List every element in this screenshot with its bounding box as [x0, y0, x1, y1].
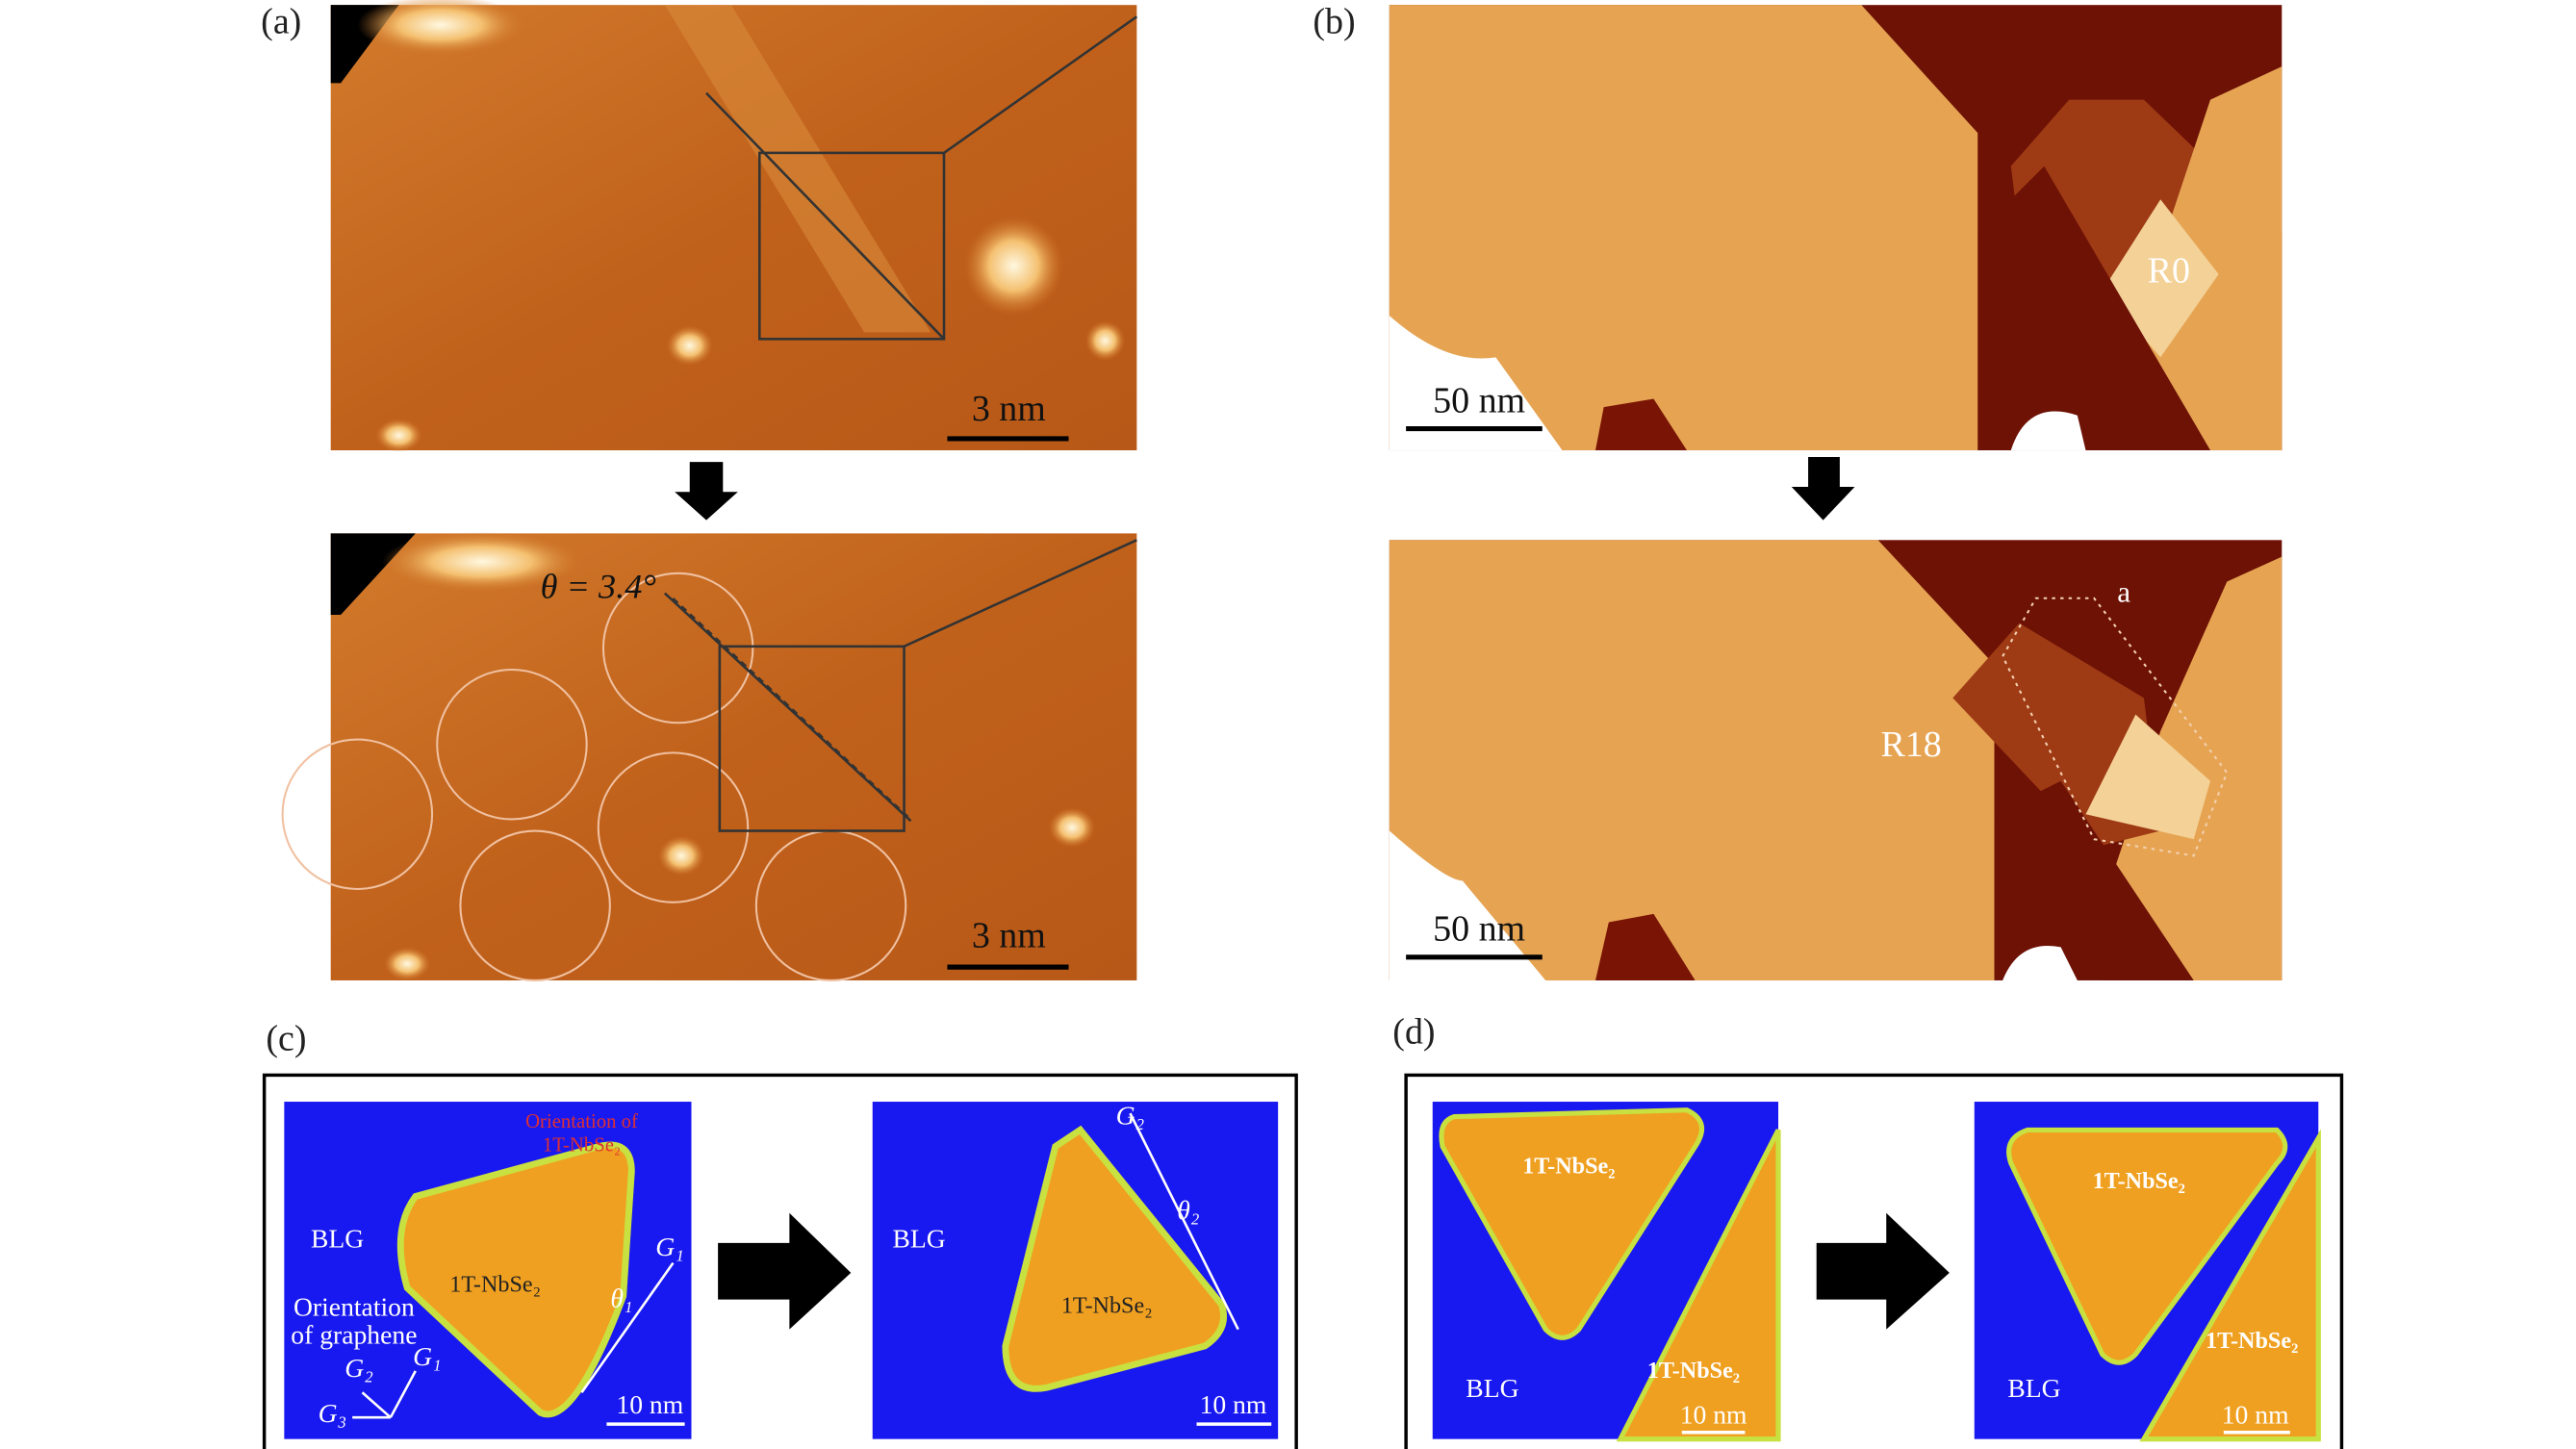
panel-label: (b): [1313, 2, 1355, 42]
substrate-label: BLG: [1466, 1373, 1518, 1403]
scale-bar-label: 3 nm: [972, 916, 1046, 956]
axis-label: G₁: [413, 1341, 442, 1371]
orientation-label: of graphene: [291, 1320, 417, 1350]
arrow: [675, 462, 738, 521]
angle-label: θ₂: [1177, 1195, 1199, 1225]
map-left: 1T-NbSe₂ 1T-NbSe₂ BLG 10 nm: [1432, 1102, 1781, 1442]
substrate-label: BLG: [311, 1223, 364, 1253]
map-left: BLG 1T-NbSe₂ Orientation of 1T-NbSe₂ Ori…: [284, 1102, 692, 1439]
region-label: R0: [2148, 251, 2190, 292]
orientation-label: Orientation: [293, 1291, 415, 1321]
orientation-label: 1T-NbSe₂: [543, 1134, 621, 1156]
scale-bar-label: 10 nm: [2222, 1400, 2289, 1430]
island-label: 1T-NbSe₂: [1061, 1293, 1153, 1319]
vector-label: G₂: [1116, 1101, 1145, 1131]
scale-bar-label: 10 nm: [1680, 1400, 1747, 1430]
afm-image-bottom: a R18 50 nm: [1389, 540, 2283, 980]
island-label: 1T-NbSe₂: [2206, 1328, 2298, 1354]
panel-label: (d): [1392, 1012, 1435, 1053]
island-label: 1T-NbSe₂: [449, 1271, 541, 1297]
island-label: 1T-NbSe₂: [2093, 1168, 2185, 1194]
map-right: BLG 1T-NbSe₂ G₂ θ₂ 10 nm: [872, 1101, 1279, 1439]
island-label: 1T-NbSe₂: [1522, 1154, 1615, 1180]
island-label: 1T-NbSe₂: [1647, 1358, 1740, 1384]
substrate-label: BLG: [892, 1223, 945, 1253]
scale-bar-label: 10 nm: [1200, 1389, 1267, 1419]
scale-bar-label: 50 nm: [1433, 909, 1525, 950]
panel-frame: [262, 1073, 1298, 1449]
arrow: [1791, 456, 1855, 521]
arrow: [718, 1212, 852, 1330]
stm-image-top: 3 nm: [330, 0, 1138, 452]
axis-label: G₂: [344, 1353, 373, 1383]
region-label: R18: [1880, 724, 1941, 765]
panel-label: (c): [266, 1019, 306, 1059]
axis-label: G₃: [319, 1398, 347, 1428]
vector-label: G₁: [655, 1232, 684, 1261]
afm-image-top: R0 50 nm: [1389, 5, 2283, 451]
orientation-label: Orientation of: [525, 1111, 638, 1132]
scale-bar-label: 3 nm: [972, 389, 1046, 429]
angle-label: θ₁: [610, 1284, 632, 1313]
panel-frame: [1404, 1073, 2344, 1449]
panel-label: (a): [261, 2, 301, 42]
marker-label: a: [2117, 574, 2130, 608]
angle-label: θ = 3.4°: [541, 567, 656, 605]
map-right: 1T-NbSe₂ 1T-NbSe₂ BLG 10 nm: [1974, 1102, 2321, 1442]
scale-bar-label: 50 nm: [1433, 380, 1525, 420]
scale-bar-label: 10 nm: [616, 1389, 683, 1419]
substrate-label: BLG: [2007, 1373, 2060, 1403]
stm-image-bottom: θ = 3.4° 3 nm: [281, 531, 1137, 982]
arrow: [1816, 1212, 1950, 1330]
